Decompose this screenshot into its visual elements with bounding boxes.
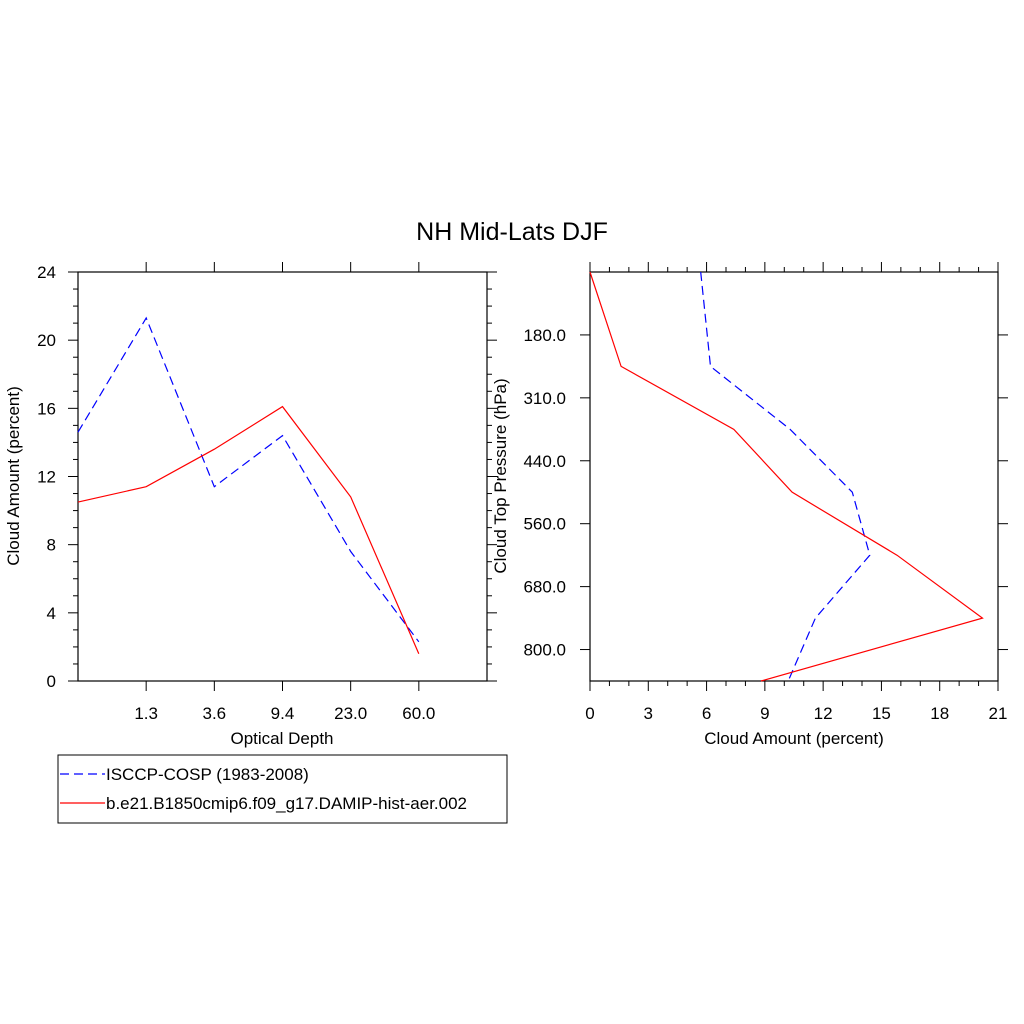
- figure-title: NH Mid-Lats DJF: [416, 218, 608, 246]
- y-tick-label: 800.0: [523, 641, 566, 660]
- x-tick-label: 60.0: [402, 704, 435, 723]
- y-tick-label: 440.0: [523, 452, 566, 471]
- y-tick-label: 560.0: [523, 515, 566, 534]
- right-ticks: 0 3 6 9 12 15 18 21 180.0 310.0 440.0 560.0 680.0 800…: [523, 262, 1008, 723]
- series-line: [700, 271, 871, 682]
- left-x-axis-label: Optical Depth: [231, 729, 334, 748]
- legend-label: ISCCP-COSP (1983-2008): [106, 765, 309, 784]
- y-tick-label: 310.0: [523, 389, 566, 408]
- x-tick-label: 12: [814, 704, 833, 723]
- y-tick-label: 12: [37, 468, 56, 487]
- x-tick-label: 3.6: [203, 704, 227, 723]
- y-tick-label: 180.0: [523, 326, 566, 345]
- y-tick-label: 4: [47, 604, 56, 623]
- y-tick-label: 680.0: [523, 578, 566, 597]
- left-ticks: 0 4 8 12 16 20 24 1.3 3.6 9.4 23.0 60.0: [37, 262, 497, 723]
- right-series: [589, 271, 984, 682]
- y-tick-label: 24: [37, 263, 56, 282]
- x-tick-label: 3: [644, 704, 653, 723]
- left-series: [77, 316, 420, 654]
- y-tick-label: 16: [37, 399, 56, 418]
- series-line: [589, 271, 984, 682]
- y-tick-label: 0: [47, 672, 56, 691]
- right-chart: 0 3 6 9 12 15 18 21 180.0 310.0 440.0 560.0 680.0 800…: [491, 262, 1008, 748]
- legend-item: ISCCP-COSP (1983-2008): [60, 765, 309, 784]
- right-y-axis-label: Cloud Top Pressure (hPa): [491, 378, 510, 573]
- x-tick-label: 6: [702, 704, 711, 723]
- legend-box: [57, 754, 508, 824]
- right-plot-frame: [589, 271, 999, 682]
- x-tick-label: 23.0: [334, 704, 367, 723]
- legend-item: b.e21.B1850cmip6.f09_g17.DAMIP-hist-aer.…: [60, 794, 467, 813]
- x-tick-label: 1.3: [134, 704, 158, 723]
- x-tick-label: 21: [989, 704, 1008, 723]
- legend-label: b.e21.B1850cmip6.f09_g17.DAMIP-hist-aer.…: [106, 794, 467, 813]
- x-tick-label: 9.4: [271, 704, 295, 723]
- y-tick-label: 20: [37, 331, 56, 350]
- left-plot-frame: [77, 271, 488, 682]
- left-y-axis-label: Cloud Amount (percent): [4, 386, 23, 566]
- series-line: [77, 405, 420, 654]
- left-chart: 0 4 8 12 16 20 24 1.3 3.6 9.4 23.0 60.0 Optical Dep…: [4, 262, 497, 748]
- x-tick-label: 18: [930, 704, 949, 723]
- x-tick-label: 0: [585, 704, 594, 723]
- right-x-axis-label: Cloud Amount (percent): [704, 729, 884, 748]
- x-tick-label: 9: [760, 704, 769, 723]
- series-line: [77, 316, 420, 643]
- y-tick-label: 8: [47, 536, 56, 555]
- x-tick-label: 15: [872, 704, 891, 723]
- legend: ISCCP-COSP (1983-2008) b.e21.B1850cmip6.…: [57, 754, 508, 824]
